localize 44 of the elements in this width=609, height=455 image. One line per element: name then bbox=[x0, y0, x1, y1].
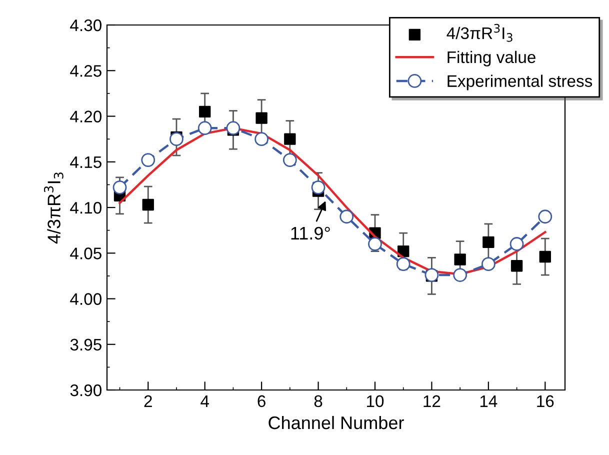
point bbox=[482, 236, 494, 248]
point bbox=[112, 180, 127, 194]
legend-label: Experimental stress bbox=[448, 74, 592, 90]
point bbox=[311, 180, 326, 194]
x-tick-label: 8 bbox=[314, 395, 322, 408]
x-tick-label: 2 bbox=[144, 395, 152, 407]
point bbox=[453, 268, 468, 282]
point bbox=[198, 121, 212, 136]
x-axis-title: Channel Number bbox=[268, 416, 404, 430]
point bbox=[481, 257, 496, 272]
point bbox=[226, 121, 240, 136]
y-tick-label: 4.00 bbox=[70, 293, 102, 305]
y-tick-label: 4.10 bbox=[70, 202, 102, 214]
x-tick-label: 16 bbox=[537, 395, 554, 408]
y-tick-label: 4.15 bbox=[70, 156, 102, 168]
y-axis-title: 4/3πR$^{3}$I$_{3}$ bbox=[44, 172, 64, 244]
point bbox=[256, 112, 268, 124]
y-tick-label: 4.25 bbox=[70, 65, 102, 77]
y-tick-label: 4.30 bbox=[70, 19, 102, 32]
y-tick-label: 3.95 bbox=[70, 338, 102, 351]
point bbox=[368, 237, 382, 251]
y-tick-label: 4.05 bbox=[70, 248, 102, 260]
point bbox=[254, 132, 268, 146]
x-tick-label: 14 bbox=[480, 395, 498, 407]
point bbox=[141, 153, 156, 167]
point bbox=[539, 250, 551, 263]
x-tick-label: 6 bbox=[258, 395, 266, 408]
point bbox=[454, 254, 466, 266]
point bbox=[142, 198, 154, 211]
y-tick-label: 4.20 bbox=[70, 110, 102, 122]
annotation: 11.9° bbox=[291, 226, 330, 240]
point bbox=[284, 133, 296, 145]
legend-label: Fitting value bbox=[448, 50, 536, 66]
x-tick-label: 10 bbox=[366, 395, 384, 408]
point bbox=[282, 153, 297, 167]
point bbox=[198, 106, 211, 118]
legend-label: 4/3πR$^{3}$I$_{3}$ bbox=[446, 24, 512, 42]
x-tick-label: 4 bbox=[200, 395, 209, 407]
y-tick-label: 3.90 bbox=[70, 384, 102, 396]
point bbox=[170, 132, 184, 146]
point bbox=[396, 257, 410, 272]
point bbox=[510, 237, 524, 251]
point bbox=[510, 260, 523, 272]
x-tick-label: 12 bbox=[424, 395, 440, 407]
